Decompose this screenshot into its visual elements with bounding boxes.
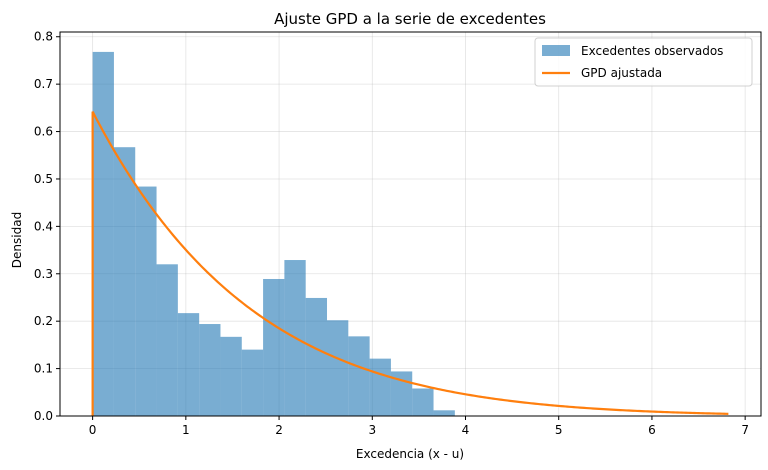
histogram-bar	[305, 297, 328, 416]
chart-title: Ajuste GPD a la serie de excedentes	[274, 10, 546, 28]
legend-swatch-histogram	[542, 45, 570, 56]
y-tick-label: 0.7	[34, 77, 53, 91]
histogram-bars	[92, 51, 455, 417]
y-axis: 0.0 0.1 0.2 0.3 0.4 0.5 0.6 0.7 0.8	[34, 30, 60, 423]
histogram-bar	[263, 278, 285, 416]
histogram-bar	[348, 336, 370, 416]
plot-frame	[59, 31, 762, 417]
histogram-bar	[433, 410, 455, 416]
x-tick-label: 7	[741, 423, 749, 437]
y-axis-label: Densidad	[10, 212, 24, 268]
histogram-bar	[412, 388, 434, 416]
gpd-fit-line	[91, 111, 729, 416]
legend-box	[534, 37, 753, 87]
y-tick-label: 0.8	[34, 30, 53, 44]
x-tick-label: 0	[89, 423, 97, 437]
y-tick-label: 0.2	[34, 314, 53, 328]
x-tick-label: 3	[368, 423, 376, 437]
x-tick-label: 4	[462, 423, 470, 437]
histogram-bar	[369, 358, 391, 416]
y-tick-label: 0.0	[34, 409, 53, 423]
y-tick-label: 0.4	[34, 219, 53, 233]
x-axis-label: Excedencia (x - u)	[356, 447, 464, 461]
histogram-bar	[241, 349, 264, 416]
histogram-bar	[135, 186, 157, 416]
legend: Excedentes observados GPD ajustada	[534, 37, 753, 87]
histogram-bar	[327, 320, 349, 416]
y-tick-label: 0.6	[34, 125, 53, 139]
x-tick-label: 1	[182, 423, 190, 437]
x-tick-label: 5	[555, 423, 563, 437]
histogram-bar	[177, 313, 200, 416]
y-tick-label: 0.1	[34, 362, 53, 376]
x-axis: 0 1 2 3 4 5 6 7	[89, 416, 749, 437]
x-tick-label: 2	[275, 423, 283, 437]
histogram-bar	[220, 336, 242, 416]
legend-label-histogram: Excedentes observados	[581, 44, 723, 58]
histogram-bar	[199, 324, 221, 416]
histogram-bar	[156, 264, 178, 416]
histogram-bar	[92, 51, 114, 417]
y-tick-label: 0.5	[34, 172, 53, 186]
x-tick-label: 6	[648, 423, 656, 437]
histogram-bar	[113, 147, 136, 416]
y-tick-label: 0.3	[34, 267, 53, 281]
legend-label-fit: GPD ajustada	[581, 66, 662, 80]
